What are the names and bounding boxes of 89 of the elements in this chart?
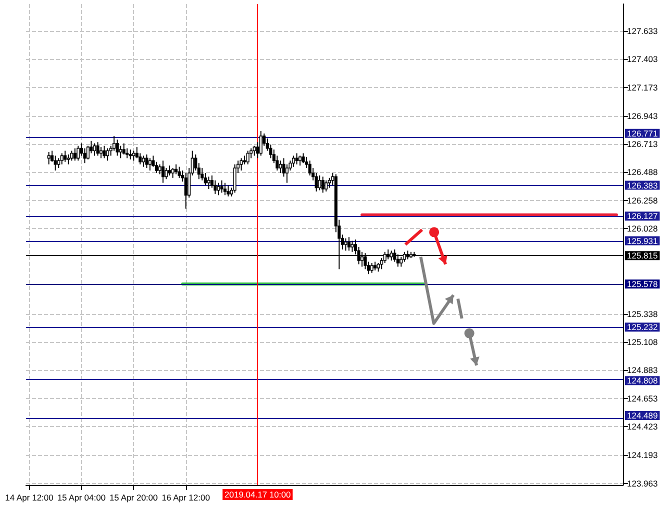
x-tick-label: 15 Apr 04:00 [57,492,106,502]
candlestick [259,130,262,156]
candlestick [76,145,80,162]
x-tick-label: 14 Apr 12:00 [5,492,54,502]
candlestick [207,176,210,190]
candlestick [278,160,282,174]
y-tick-label: 124.423 [627,422,658,432]
candlestick [324,180,328,192]
candlestick [54,155,57,171]
candlestick [216,182,220,196]
y-tick-label: 126.258 [627,195,658,206]
candlestick [292,155,296,168]
candlestick [132,150,136,162]
candlestick [184,172,188,210]
ref-line-label: 124.808 [627,376,658,386]
candlestick [158,164,162,175]
candlestick [47,152,50,165]
candlestick [328,177,331,188]
ref-line-label: 125.232 [627,322,658,332]
ref-line-label: 124.489 [627,410,658,421]
candlestick [128,149,132,160]
candlestick [64,150,67,162]
candlestick [314,172,318,192]
candlestick [285,164,289,184]
candlestick [73,148,76,162]
candlestick [252,145,256,156]
candlestick [350,240,354,252]
candlestick [164,168,168,180]
candlestick [116,139,119,156]
candlestick [148,158,152,171]
candlestick [321,176,324,194]
y-tick-label: 127.633 [627,26,658,36]
ref-line-label: 125.815 [627,250,658,261]
candlestick [344,238,348,252]
candlestick [145,154,148,169]
candlestick [96,142,100,156]
candlestick [302,152,305,164]
candlestick [171,168,174,178]
y-tick-label: 126.713 [627,139,658,150]
candlestick [226,184,230,197]
candlestick [126,148,129,159]
candlestick [204,172,207,186]
ref-line-label: 125.578 [627,278,658,289]
candlestick [220,180,224,194]
candlestick [60,152,64,165]
candlestick [370,262,374,274]
candlestick [122,142,126,155]
y-tick-label: 124.883 [627,364,658,375]
candlestick [298,155,302,166]
candlestick [112,135,116,152]
y-tick-label: 127.173 [627,82,658,92]
candlestick [295,152,298,165]
ref-line-label: 126.771 [627,128,658,138]
ref-line-label: 126.127 [627,211,658,222]
candlestick [178,166,181,178]
candlestick [99,146,103,159]
y-tick-label: 126.028 [627,224,658,234]
ref-line-label: 126.383 [627,180,658,190]
candlestick [161,160,165,184]
y-tick-label: 126.943 [627,110,658,121]
candlestick [240,158,243,171]
ref-line-label: 2019.04.17 10:00 [224,490,291,500]
candlestick [174,164,178,175]
candlestick [86,145,90,160]
candlestick [119,145,122,159]
y-tick-label: 123.963 [627,478,658,488]
candlestick [92,142,96,156]
y-tick-label: 127.403 [627,54,658,64]
candlestick [66,154,70,165]
y-tick-label: 125.108 [627,337,658,348]
candlestick [246,150,250,165]
candlestick [83,148,86,164]
x-tick-label: 16 Apr 12:00 [162,492,210,502]
candlestick [347,236,351,252]
candlestick [142,155,145,168]
y-tick-label: 124.653 [627,393,658,404]
ref-line-label: 125.931 [627,236,658,246]
y-tick-label: 126.488 [627,166,658,177]
candlestick [102,145,106,159]
candlestick [318,174,322,191]
y-tick-label: 124.193 [627,450,658,460]
candlestick [233,164,236,194]
candlestick [214,180,217,194]
x-tick-label: 15 Apr 20:00 [110,492,158,502]
candlestick [70,150,74,162]
candlestick [106,148,110,162]
candlestick [168,165,172,176]
y-tick-label: 125.338 [627,308,658,319]
candlestick [223,182,227,196]
